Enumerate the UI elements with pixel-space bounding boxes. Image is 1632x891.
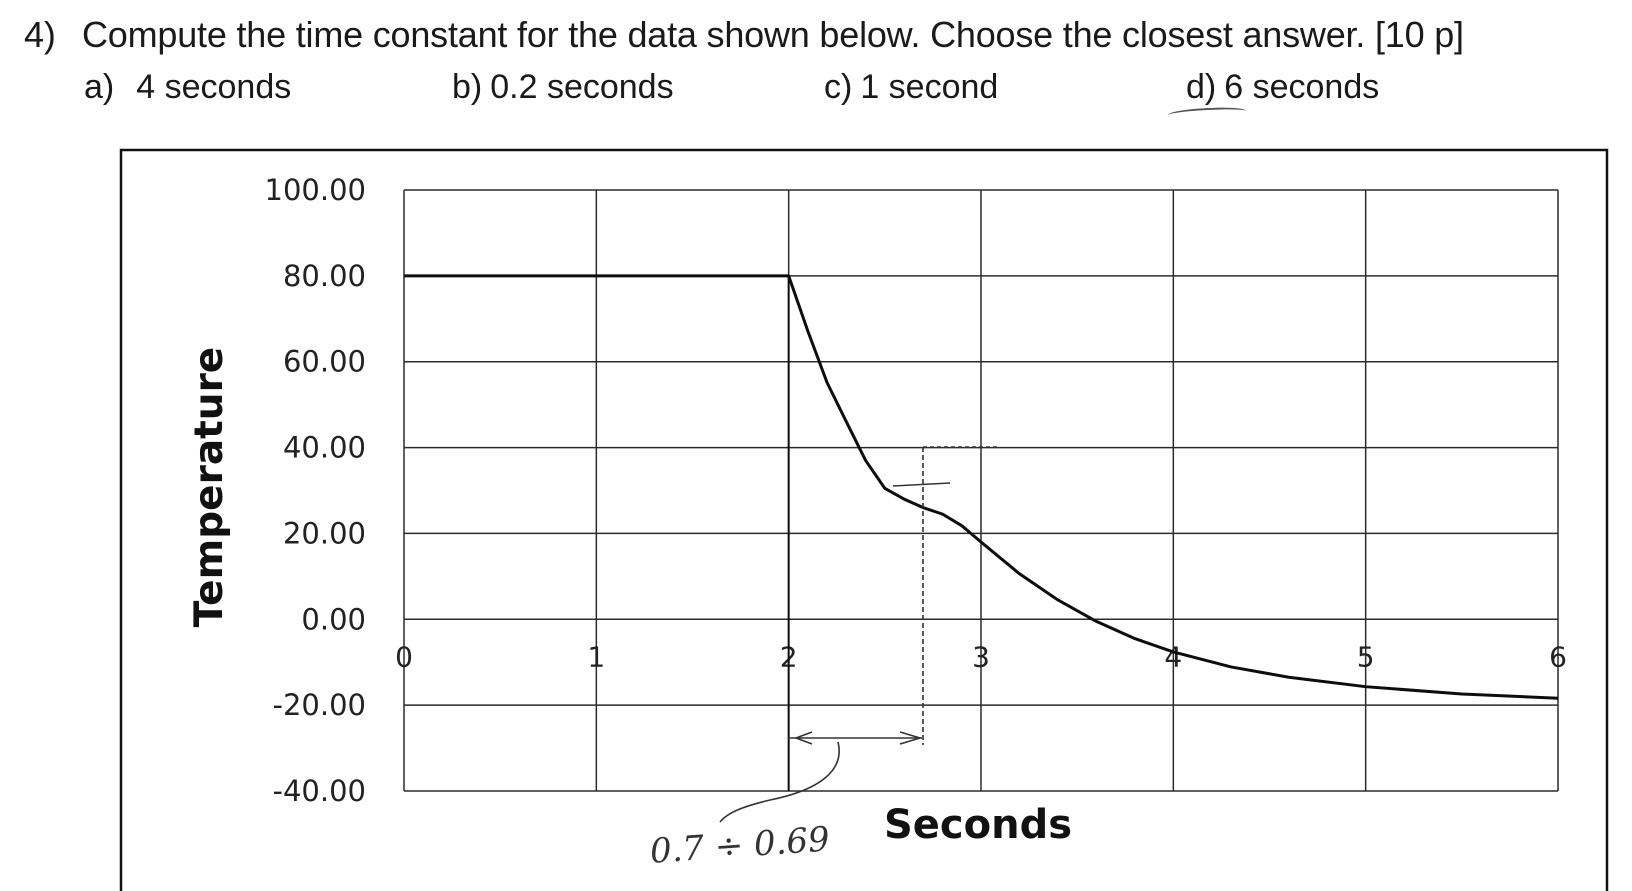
choice-d: d) 6 seconds: [1186, 68, 1379, 107]
chart-grid: [403, 189, 1559, 792]
choice-b-text: 0.2 seconds: [490, 68, 674, 106]
x-tick-label: 5: [1357, 640, 1375, 673]
y-tick-label: 20.00: [283, 516, 366, 550]
series-lines: [404, 274, 1559, 791]
choice-b: b) 0.2 seconds: [452, 68, 674, 107]
y-tick-label: 60.00: [283, 345, 366, 379]
y-tick-label: 40.00: [283, 431, 366, 465]
annotation-arrow-right-head: [899, 731, 923, 745]
y-tick-label: 80.00: [283, 259, 366, 293]
choice-c-text: 1 second: [860, 68, 999, 106]
handwritten-note: 0.7 ÷ 0.69: [649, 819, 831, 871]
chart-frame: [119, 148, 1609, 891]
temperature-series-line: [404, 274, 1559, 700]
y-tick-label: 0.00: [301, 602, 366, 636]
choice-c: c) 1 second: [824, 68, 998, 107]
choice-d-letter: d): [1186, 68, 1217, 106]
x-tick-label: 4: [1164, 640, 1182, 673]
handwritten-markings: [719, 446, 1000, 823]
question-number: 4): [24, 14, 56, 55]
y-axis-label: Temperature: [187, 347, 232, 628]
x-tick-label: 0: [395, 640, 413, 673]
x-tick-label: 3: [972, 640, 990, 673]
choice-a-letter: a): [84, 68, 115, 106]
choice-d-text: 6 seconds: [1224, 68, 1380, 106]
annotation-arrow-left-head: [793, 731, 813, 745]
x-tick-label: 1: [587, 640, 605, 673]
x-axis-label: Seconds: [884, 802, 1072, 848]
x-tick-label: 6: [1549, 640, 1567, 673]
y-tick-labels: 100.00 80.00 60.00 40.00 20.00 0.00 -20.00 -40.…: [265, 173, 366, 808]
choice-a: a) 4 seconds: [84, 68, 291, 107]
question-prompt: Compute the time constant for the data s…: [82, 14, 1464, 55]
annotation-cross-mark: [892, 482, 951, 487]
choice-b-letter: b): [452, 68, 483, 106]
answer-choices: a) 4 seconds b) 0.2 seconds c) 1 second d) 6…: [0, 64, 1632, 114]
annotation-leader-line: [719, 741, 840, 823]
y-tick-label: 100.00: [265, 173, 366, 207]
y-tick-label: -40.00: [273, 774, 367, 808]
choice-a-text: 4 seconds: [136, 68, 292, 106]
question-text: 4) Compute the time constant for the data…: [24, 14, 1464, 56]
choice-c-letter: c): [824, 68, 853, 106]
y-tick-label: -20.00: [273, 688, 367, 722]
